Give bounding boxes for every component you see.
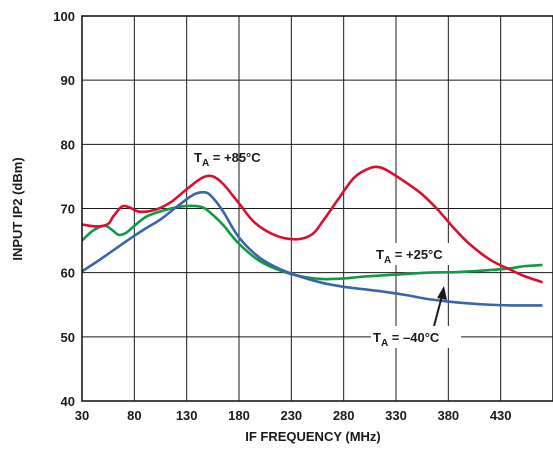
x-tick-label: 180: [228, 408, 250, 423]
series-line-minus40: [82, 190, 543, 307]
annotation-minus40-arrow-head: [437, 286, 447, 300]
x-tick-label: 380: [437, 408, 459, 423]
x-tick-label: 80: [127, 408, 141, 423]
annotation-plus85-sub: A: [202, 158, 209, 169]
y-tick-label: 90: [61, 73, 75, 88]
y-tick-label: 40: [61, 394, 75, 409]
x-tick-label: 430: [490, 408, 512, 423]
annotation-plus85: TA = +85°C: [194, 150, 261, 169]
x-tick-label: 280: [333, 408, 355, 423]
x-tick-label: 30: [75, 408, 89, 423]
x-tick-label: 330: [385, 408, 407, 423]
x-tick-label: 130: [176, 408, 198, 423]
annotation-plus25-rest: = +25°C: [391, 247, 443, 262]
x-tick-labels: 30 80 130 180 230 280 330 380 430: [75, 408, 512, 423]
y-tick-labels: 40 50 60 70 80 90 100: [53, 9, 75, 409]
y-tick-label: 70: [61, 202, 75, 217]
annotation-plus25: TA = +25°C: [376, 247, 443, 266]
plot-frame: [81, 15, 553, 402]
annotation-minus40-bg: [371, 326, 461, 348]
annotation-minus40-sub: A: [381, 338, 388, 349]
annotation-minus40: TA = –40°C: [373, 330, 440, 349]
annotation-plus25-bg: [374, 243, 462, 265]
series-layer: [82, 165, 543, 307]
annotation-plus85-rest: = +85°C: [209, 150, 261, 165]
annotation-plus25-sub: A: [384, 255, 391, 266]
annotation-minus40-rest: = –40°C: [388, 330, 440, 345]
x-axis-title: IF FREQUENCY (MHz): [245, 429, 381, 444]
y-axis-title: INPUT IP2 (dBm): [10, 157, 25, 260]
grid: [81, 15, 553, 402]
y-tick-label: 60: [61, 266, 75, 281]
series-line-plus85: [82, 165, 543, 284]
annotation-plus25-main: T: [376, 247, 384, 262]
y-tick-label: 100: [53, 9, 75, 24]
annotation-plus85-main: T: [194, 150, 202, 165]
y-tick-label: 80: [61, 137, 75, 152]
series-line-plus25: [82, 204, 543, 281]
annotation-minus40-arrow-line: [433, 295, 443, 327]
x-tick-label: 230: [280, 408, 302, 423]
y-tick-label: 50: [61, 330, 75, 345]
annotation-minus40-main: T: [373, 330, 381, 345]
